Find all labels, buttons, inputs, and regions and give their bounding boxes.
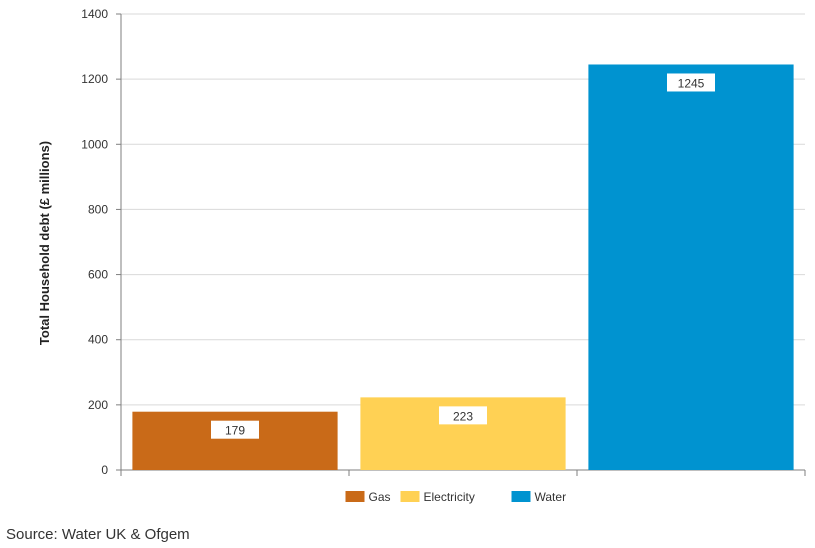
data-labels: 179 223 1245 [211,73,715,439]
source-note: Source: Water UK & Ofgem [6,526,190,543]
y-tick-label: 1200 [81,72,108,86]
bars [132,64,794,470]
legend-swatch [345,491,365,502]
bar-gas [132,411,338,470]
data-label-box [667,73,715,92]
data-label: 1245 [678,76,705,90]
legend-label: Gas [369,490,391,504]
legend-swatch [511,491,531,502]
legend-label: Water [535,490,567,504]
data-label: 223 [453,409,473,423]
y-tick-label: 1400 [81,7,108,21]
y-tick-label: 600 [88,268,108,282]
data-label-box [439,406,487,425]
y-tick-label: 0 [101,463,108,477]
data-label-box [211,420,259,439]
y-tick-label: 800 [88,202,108,216]
y-tick-label: 400 [88,333,108,347]
legend: Gas Electricity Water [345,490,567,504]
gridlines [121,13,805,406]
legend-label: Electricity [424,490,475,504]
y-tick-label: 200 [88,398,108,412]
data-label: 179 [225,424,245,438]
legend-swatch [400,491,420,502]
y-axis-label: Total Household debt (£ millions) [37,141,52,345]
y-tick-label: 1000 [81,137,108,151]
bar-water [588,64,794,470]
